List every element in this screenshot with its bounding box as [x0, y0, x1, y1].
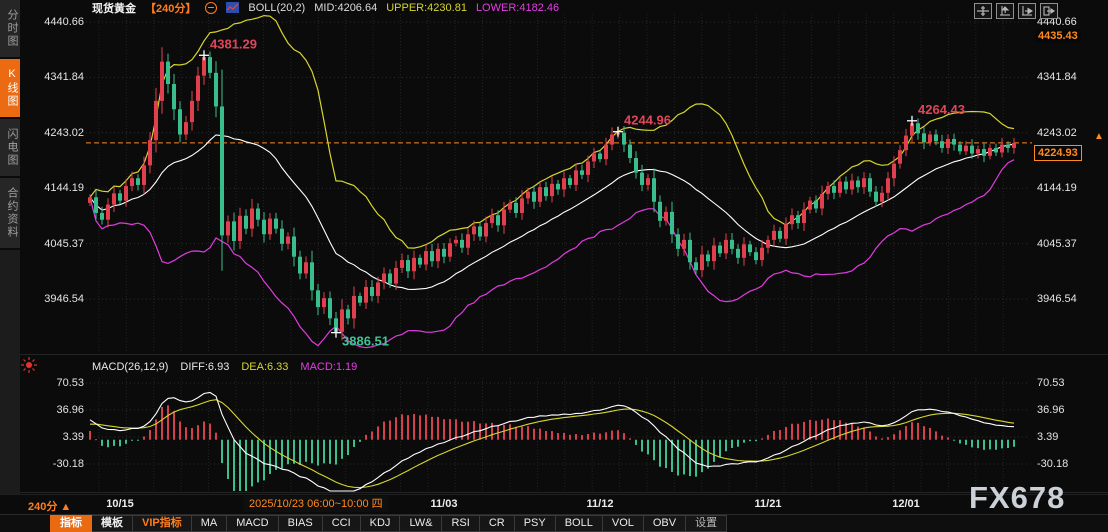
toolbar-item-PSY[interactable]: PSY — [514, 515, 556, 532]
svg-text:4244.96: 4244.96 — [624, 113, 671, 128]
axis-label: 3.39 — [62, 431, 84, 443]
sidebar-tab-K线图[interactable]: K线图 — [0, 59, 20, 119]
macd-dea-value: DEA:6.33 — [241, 361, 289, 373]
boll-lower-value: LOWER:4182.46 — [475, 1, 560, 14]
fx678-watermark: FX678 — [969, 480, 1066, 515]
macd-header: MACD(26,12,9) DIFF:6.93 DEA:6.33 MACD:1.… — [92, 361, 357, 373]
y-axis-scale-icon[interactable] — [996, 3, 1014, 19]
price-up-arrow-icon: ▲ — [1094, 131, 1104, 142]
axis-label: 4243.02 — [1037, 126, 1077, 139]
macd-indicator-label: MACD(26,12,9) — [92, 361, 169, 373]
boll-upper-value: UPPER:4230.81 — [386, 1, 467, 14]
period-selector[interactable]: 240分 ▲ — [28, 501, 72, 513]
toolbar-item-设置[interactable]: 设置 — [686, 515, 728, 532]
symbol-name: 现货黄金 — [92, 2, 136, 15]
axis-label: 36.96 — [56, 404, 84, 416]
time-tick-11/21: 11/21 — [754, 498, 782, 510]
svg-text:4264.43: 4264.43 — [918, 102, 965, 117]
axis-label: 4440.66 — [44, 16, 84, 28]
exit-restore-icon[interactable] — [1040, 3, 1058, 19]
pane-divider — [20, 354, 1108, 355]
time-tick-11/03: 11/03 — [430, 498, 458, 510]
pan-crosshair-icon[interactable] — [974, 3, 992, 19]
svg-text:4381.29: 4381.29 — [210, 36, 257, 51]
toolbar-item-BOLL[interactable]: BOLL — [555, 515, 603, 532]
toolbar-item-指标[interactable]: 指标 — [50, 515, 92, 532]
time-tick-12/01: 12/01 — [892, 498, 920, 510]
macd-diff-value: DIFF:6.93 — [180, 361, 230, 373]
toolbar-item-MACD[interactable]: MACD — [227, 515, 279, 532]
collapse-indicator-icon[interactable] — [205, 1, 218, 14]
axis-label: 3946.54 — [1037, 293, 1077, 305]
axis-label: 3946.54 — [44, 293, 84, 305]
axis-label: 70.53 — [1037, 377, 1065, 389]
chart-tool-icons — [974, 3, 1058, 19]
live-indicator-icon — [20, 356, 38, 379]
sidebar-tab-合约资料[interactable]: 合约资料 — [0, 178, 20, 250]
chart-header: 现货黄金 【240分】 BOLL(20,2) MID:4206.64 UPPER… — [92, 1, 560, 15]
boll-indicator-label: BOLL(20,2) — [248, 1, 306, 14]
time-tick-10/15: 10/15 — [106, 498, 134, 510]
sidebar-tab-闪电图[interactable]: 闪电图 — [0, 119, 20, 178]
toolbar-item-VOL[interactable]: VOL — [602, 515, 644, 532]
toolbar-item-KDJ[interactable]: KDJ — [360, 515, 401, 532]
boll-mid-value: MID:4206.64 — [314, 1, 378, 14]
chart-type-sidebar: 分时图 K线图 闪电图 合约资料 — [0, 0, 20, 494]
toolbar-item-MA[interactable]: MA — [191, 515, 228, 532]
last-price-chip: 4224.93 — [1034, 145, 1082, 161]
session-high-chip: 4435.43 — [1035, 29, 1081, 43]
toolbar-item-CCI[interactable]: CCI — [322, 515, 361, 532]
svg-text:3886.51: 3886.51 — [342, 334, 389, 349]
axis-label: 4144.19 — [44, 182, 84, 195]
time-axis: 240分 ▲ 2025/10/23 06:00~10:00 四 10/15 11/… — [0, 494, 1108, 515]
period-label: 【240分】 — [145, 2, 197, 15]
period-dropdown-arrow-icon: ▲ — [60, 501, 72, 513]
axis-label: 36.96 — [1037, 404, 1065, 416]
axis-label: 4243.02 — [44, 126, 84, 139]
axis-label: 3.39 — [1037, 431, 1059, 443]
axis-label: 4341.84 — [44, 71, 84, 84]
toolbar-item-VIP指标[interactable]: VIP指标 — [133, 515, 192, 532]
axis-label: 4045.37 — [1037, 237, 1077, 250]
toolbar-item-模板[interactable]: 模板 — [92, 515, 133, 532]
indicator-toolbar: 指标 模板 VIP指标 MA MACD BIAS CCI KDJ LW& RSI CR PSY BOLL… — [0, 514, 1108, 532]
toolbar-item-RSI[interactable]: RSI — [442, 515, 480, 532]
kline-chart-icon — [226, 2, 240, 13]
toolbar-item-BIAS[interactable]: BIAS — [278, 515, 323, 532]
selected-candle-time: 2025/10/23 06:00~10:00 四 — [243, 496, 389, 512]
macd-value: MACD:1.19 — [300, 361, 358, 373]
sidebar-tab-分时图[interactable]: 分时图 — [0, 0, 20, 59]
time-tick-11/12: 11/12 — [586, 498, 614, 510]
axis-label: -30.18 — [1037, 458, 1069, 470]
toolbar-item-OBV[interactable]: OBV — [643, 515, 687, 532]
axis-label: 4144.19 — [1037, 182, 1077, 195]
axis-label: 4045.37 — [44, 237, 84, 250]
axis-label: 70.53 — [56, 377, 84, 389]
toolbar-item-CR[interactable]: CR — [479, 515, 515, 532]
pane-divider — [20, 492, 1108, 493]
toolbar-item-LW&[interactable]: LW& — [400, 515, 443, 532]
axis-label: -30.18 — [52, 458, 84, 470]
axis-label: 4341.84 — [1037, 71, 1077, 84]
axis-label: 4440.66 — [1037, 16, 1077, 28]
x-axis-scale-icon[interactable] — [1018, 3, 1036, 19]
